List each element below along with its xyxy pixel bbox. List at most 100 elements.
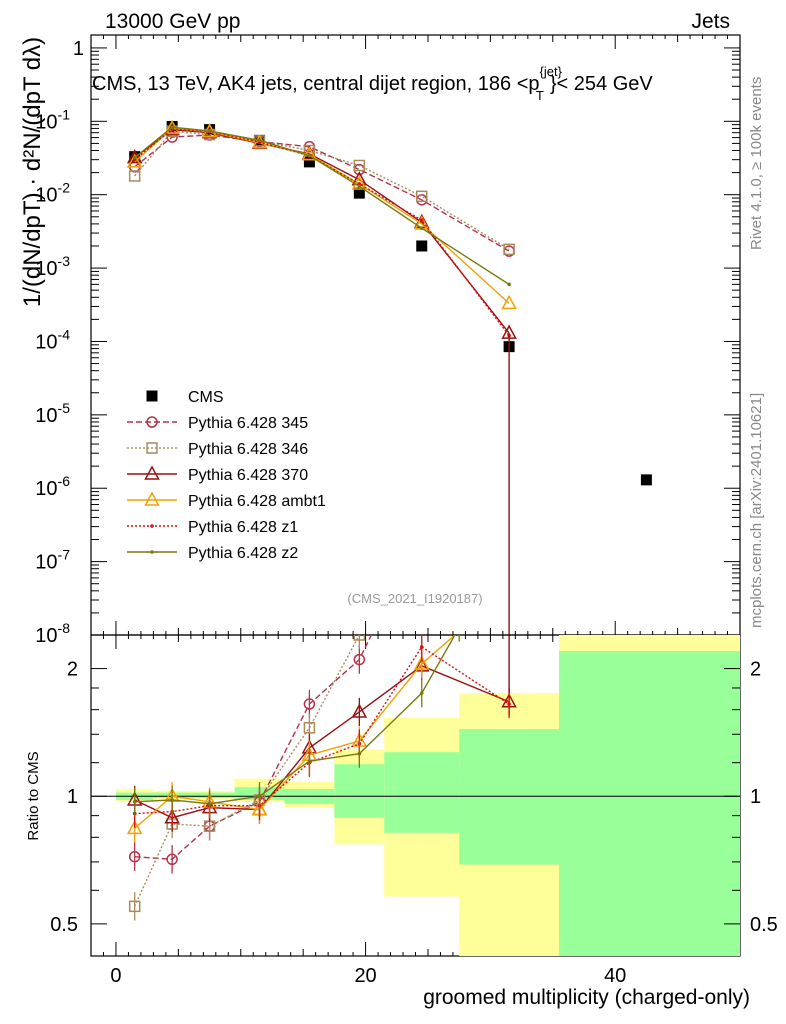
main-point-cms xyxy=(303,156,315,168)
ratio-point-z2 xyxy=(419,691,424,695)
legend-label-p345: Pythia 6.428 345 xyxy=(188,415,308,432)
legend-entry-p370: Pythia 6.428 370 xyxy=(127,465,308,484)
legend-marker-cms xyxy=(146,390,158,402)
main-point-z2 xyxy=(419,226,424,230)
ratio-point-z2 xyxy=(307,759,312,763)
title-end: }< 254 GeV xyxy=(550,73,654,95)
main-series-ambt1 xyxy=(126,119,517,310)
ratio-band-inner xyxy=(559,651,740,956)
ratio-ytick-label: 0.5 xyxy=(50,914,78,936)
main-point-z2 xyxy=(507,282,511,287)
side-label-bottom-text: mcplots.cern.ch [arXiv:2401.10621] xyxy=(748,393,765,628)
ratio-point-p345 xyxy=(353,653,366,666)
ratio-ytick-label: 1 xyxy=(67,786,78,808)
legend-entry-ambt1: Pythia 6.428 ambt1 xyxy=(127,491,326,510)
legend-entry-cms: CMS xyxy=(146,389,224,406)
legend-label-p370: Pythia 6.428 370 xyxy=(188,467,308,484)
legend-marker-p370 xyxy=(144,465,160,480)
main-ytick-label: 10-4 xyxy=(35,326,70,353)
side-label-bottom: mcplots.cern.ch [arXiv:2401.10621] xyxy=(748,393,765,628)
main-point-p346 xyxy=(128,170,141,182)
ratio-ytick-label-right: 0.5 xyxy=(750,914,778,936)
main-line-p346 xyxy=(134,130,510,250)
header-right: Jets xyxy=(691,10,730,33)
main-ytick-label: 10-8 xyxy=(35,620,70,647)
main-line-p370 xyxy=(134,128,510,334)
x-axis-label: groomed multiplicity (charged-only) xyxy=(423,986,750,1009)
ratio-panel-content: 0 20 40 0.5 0.5 1 1 2 2 xyxy=(50,514,778,987)
ratio-point-z1 xyxy=(507,702,511,706)
ratio-band-inner xyxy=(190,792,235,799)
ratio-ytick-label-right: 2 xyxy=(750,659,761,681)
legend-marker-z1 xyxy=(150,524,154,528)
main-point-z2 xyxy=(257,138,262,143)
main-point-ambt1 xyxy=(301,146,318,161)
main-point-cms xyxy=(416,240,428,252)
ratio-ylabel-text: Ratio to CMS xyxy=(25,751,42,840)
main-point-z2 xyxy=(170,125,174,130)
legend-entry-z2: Pythia 6.428 z2 xyxy=(127,545,298,562)
legend-entry-p346: Pythia 6.428 346 xyxy=(127,441,308,458)
main-ytick-label: 10-6 xyxy=(35,473,70,500)
main-point-p346 xyxy=(415,190,428,203)
main-ytick-label: 10-1 xyxy=(35,106,70,133)
main-ylabel: 1/(dN/dpT) · d²N/(dpT dλ) xyxy=(19,37,46,307)
main-point-p346 xyxy=(503,243,515,256)
header-left: 13000 GeV pp xyxy=(105,10,240,33)
x-tick-label: 20 xyxy=(354,965,376,987)
main-ytick-label: 10-3 xyxy=(35,253,70,280)
main-point-p346 xyxy=(353,159,366,172)
ratio-band-inner xyxy=(334,764,385,818)
main-series-z2 xyxy=(132,125,511,287)
title-main: CMS, 13 TeV, AK4 jets, central dijet reg… xyxy=(92,73,540,95)
main-point-ambt1 xyxy=(351,175,368,190)
main-ylabel-text: 1/(dN/dpT) · d²N/(dpT dλ) xyxy=(19,37,46,307)
ratio-band-inner xyxy=(459,729,560,865)
ratio-point-z1 xyxy=(419,645,424,649)
ratio-point-p345 xyxy=(166,853,178,866)
legend-label-cms: CMS xyxy=(188,389,224,406)
main-point-z2 xyxy=(307,153,312,158)
ratio-point-p345 xyxy=(417,527,427,537)
ratio-point-p346 xyxy=(303,722,316,734)
main-point-cms xyxy=(353,187,365,199)
ratio-point-z2 xyxy=(257,794,262,799)
legend-entry-z1: Pythia 6.428 z1 xyxy=(127,519,298,536)
ratio-point-ambt1 xyxy=(413,655,430,670)
legend-marker-p345 xyxy=(146,416,158,428)
legend-label-ambt1: Pythia 6.428 ambt1 xyxy=(188,493,326,510)
ratio-point-p345 xyxy=(128,850,141,863)
main-ytick-label: 1 xyxy=(73,38,84,60)
main-ytick-label: 10-2 xyxy=(35,180,70,207)
ratio-point-p346 xyxy=(417,514,427,524)
main-point-cms xyxy=(640,474,652,486)
plot-title: CMS, 13 TeV, AK4 jets, central dijet reg… xyxy=(92,64,653,103)
ratio-point-z2 xyxy=(207,801,212,806)
main-series-p370 xyxy=(126,121,517,339)
ratio-point-p346 xyxy=(353,635,366,641)
ratio-line-z1 xyxy=(134,645,510,815)
main-line-z2 xyxy=(134,126,510,285)
legend-marker-z2 xyxy=(150,550,154,554)
main-point-ambt1 xyxy=(126,153,143,168)
legend-label-z2: Pythia 6.428 z2 xyxy=(188,545,298,562)
ratio-band-inner xyxy=(384,752,460,833)
ratio-point-z2 xyxy=(357,751,362,756)
main-line-p345 xyxy=(134,134,510,252)
title-subscript: T xyxy=(536,88,544,103)
ratio-point-p346 xyxy=(128,900,141,913)
ratio-ytick-label-right: 1 xyxy=(750,786,761,808)
ratio-point-z2 xyxy=(457,626,461,630)
legend-label-z1: Pythia 6.428 z1 xyxy=(188,519,298,536)
ratio-point-z2 xyxy=(170,798,174,802)
x-tick-label: 40 xyxy=(604,965,626,987)
ratio-point-p370 xyxy=(351,703,368,718)
main-point-z2 xyxy=(357,184,362,189)
legend: CMS Pythia 6.428 345 Pythia 6.428 346 Pythi… xyxy=(127,389,326,562)
ratio-ylabel: Ratio to CMS xyxy=(25,751,42,840)
main-point-ambt1 xyxy=(501,294,517,310)
main-ytick-label: 10-7 xyxy=(35,547,70,574)
ratio-point-p345 xyxy=(303,698,316,710)
ratio-line-z2 xyxy=(134,635,456,805)
